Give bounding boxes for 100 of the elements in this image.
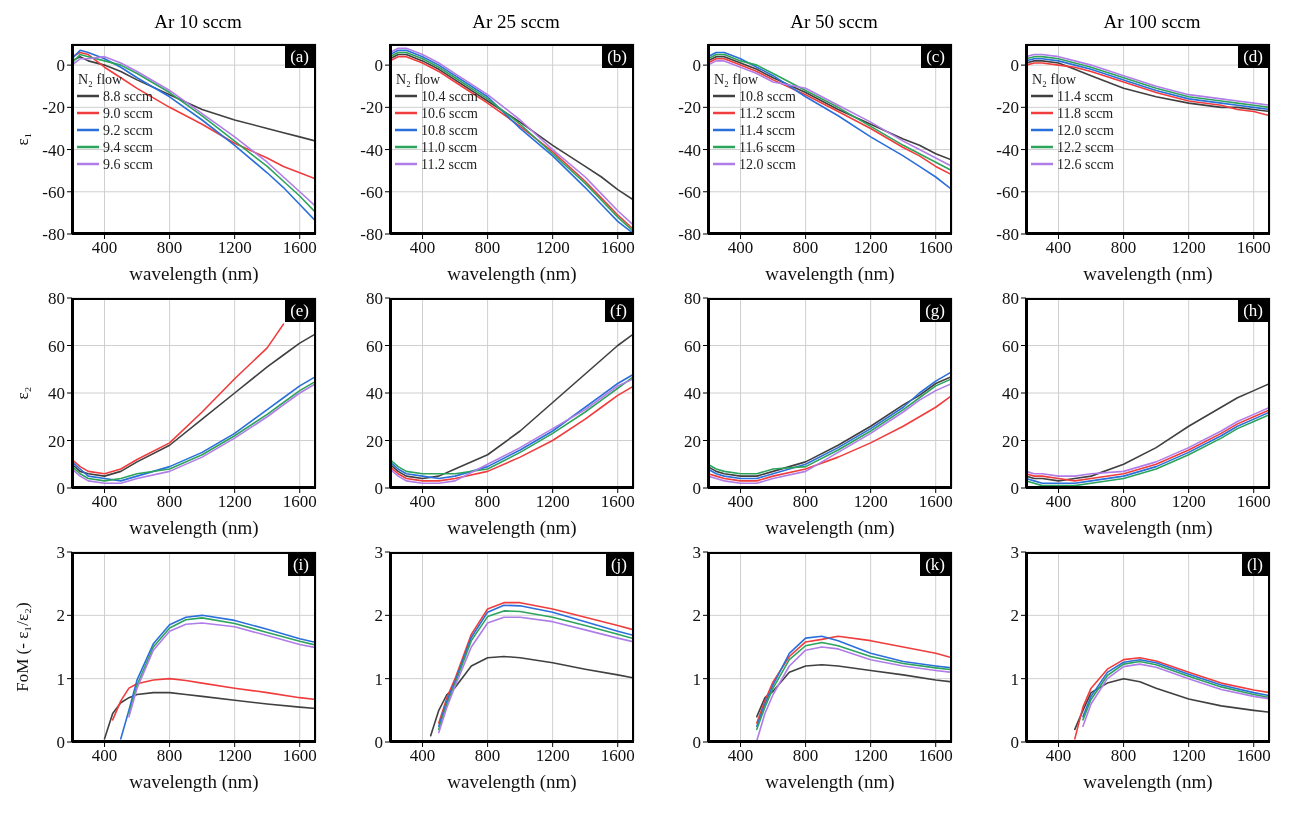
- x-axis-title: wavelength (nm): [1083, 517, 1213, 539]
- legend-label: 11.4 sccm: [1057, 87, 1114, 105]
- x-tick-label: 1200: [217, 492, 252, 512]
- y-tick-label: 0: [56, 479, 65, 499]
- x-axis-title: wavelength (nm): [447, 517, 577, 539]
- y-tick-label: -80: [996, 225, 1019, 245]
- x-tick-label: 1200: [217, 746, 252, 766]
- y-tick-label: -40: [360, 140, 383, 160]
- line-series: [429, 655, 634, 737]
- y-tick-label: 1: [56, 669, 65, 689]
- line-series: [390, 332, 634, 480]
- y-tick-label: 2: [1010, 606, 1019, 626]
- annotation: (d): [1238, 46, 1268, 68]
- y-tick-label: 1: [1010, 669, 1019, 689]
- y-tick-label: -20: [678, 98, 701, 118]
- legend-label: 12.0 sccm: [739, 155, 796, 173]
- x-axis-title: wavelength (nm): [447, 263, 577, 285]
- legend-label: 12.6 sccm: [1057, 155, 1114, 173]
- y-tick-label: 0: [374, 56, 383, 76]
- line-series: [72, 323, 285, 475]
- y-tick-label: 60: [366, 336, 383, 356]
- y-axis-title: ε₁: [13, 132, 33, 146]
- y-tick-label: -60: [996, 182, 1019, 202]
- x-axis-title: wavelength (nm): [765, 517, 895, 539]
- y-tick-label: -60: [360, 182, 383, 202]
- x-axis-title: wavelength (nm): [1083, 263, 1213, 285]
- x-axis-title: wavelength (nm): [765, 771, 895, 793]
- y-tick-label: -60: [42, 182, 65, 202]
- y-tick-label: 3: [692, 543, 701, 563]
- x-axis-title: wavelength (nm): [129, 517, 259, 539]
- x-tick-label: 1600: [600, 746, 635, 766]
- line-series: [120, 614, 316, 740]
- annotation: (b): [602, 46, 632, 68]
- x-tick-label: 1200: [217, 238, 252, 258]
- x-tick-label: 800: [1110, 746, 1137, 766]
- annotation: (i): [287, 554, 314, 576]
- line-series: [103, 691, 316, 740]
- y-tick-label: 40: [1002, 384, 1019, 404]
- annotation: (a): [285, 46, 314, 68]
- x-tick-label: 1200: [1171, 492, 1206, 512]
- y-tick-label: -20: [996, 98, 1019, 118]
- line-series: [72, 51, 316, 180]
- y-tick-label: 0: [56, 733, 65, 753]
- legend-label: 11.4 sccm: [739, 121, 796, 139]
- x-tick-label: 1600: [1236, 238, 1271, 258]
- x-axis-title: wavelength (nm): [129, 263, 259, 285]
- x-tick-label: 1200: [1171, 238, 1206, 258]
- y-tick-label: 20: [1002, 431, 1019, 451]
- y-tick-label: 2: [374, 606, 383, 626]
- legend-label: 10.8 sccm: [739, 87, 796, 105]
- annotation: (e): [285, 300, 314, 322]
- legend-label: 12.0 sccm: [1057, 121, 1114, 139]
- y-tick-label: 80: [48, 289, 65, 309]
- legend-label: 11.2 sccm: [739, 104, 796, 122]
- x-axis-title: wavelength (nm): [447, 771, 577, 793]
- x-tick-label: 800: [156, 746, 183, 766]
- annotation: (j): [605, 554, 632, 576]
- line-series: [1074, 656, 1270, 740]
- x-tick-label: 1200: [535, 746, 570, 766]
- y-tick-label: 0: [1010, 733, 1019, 753]
- x-tick-label: 400: [409, 238, 436, 258]
- y-tick-label: 60: [684, 336, 701, 356]
- y-axis-title: FoM (- ε₁/ε₂): [13, 602, 33, 692]
- x-tick-label: 800: [1110, 238, 1137, 258]
- legend-label: 12.2 sccm: [1057, 138, 1114, 156]
- x-tick-label: 1200: [853, 492, 888, 512]
- legend-label: 11.2 sccm: [421, 155, 478, 173]
- legend-label: 9.0 sccm: [103, 104, 153, 122]
- y-tick-label: 20: [366, 431, 383, 451]
- annotation: (f): [605, 300, 632, 322]
- line-series: [756, 646, 952, 742]
- x-tick-label: 800: [792, 746, 819, 766]
- y-tick-label: 80: [366, 289, 383, 309]
- chart-title: Ar 50 sccm: [789, 10, 879, 34]
- y-tick-label: 0: [56, 56, 65, 76]
- x-tick-label: 400: [91, 746, 118, 766]
- chart-title: Ar 100 sccm: [1102, 10, 1202, 34]
- x-tick-label: 800: [156, 492, 183, 512]
- x-tick-label: 400: [91, 238, 118, 258]
- x-tick-label: 400: [409, 492, 436, 512]
- x-tick-label: 800: [792, 238, 819, 258]
- y-tick-label: 0: [692, 56, 701, 76]
- y-tick-label: 3: [374, 543, 383, 563]
- x-tick-label: 800: [474, 746, 501, 766]
- x-tick-label: 1200: [1171, 746, 1206, 766]
- annotation: (k): [920, 554, 950, 576]
- y-tick-label: 40: [684, 384, 701, 404]
- y-tick-label: 2: [692, 606, 701, 626]
- y-tick-label: 1: [692, 669, 701, 689]
- legend-label: 10.4 sccm: [421, 87, 478, 105]
- x-tick-label: 1600: [282, 492, 317, 512]
- x-tick-label: 400: [727, 238, 754, 258]
- annotation: (c): [921, 46, 950, 68]
- x-tick-label: 1600: [1236, 746, 1271, 766]
- chart-title: Ar 10 sccm: [153, 10, 243, 34]
- chart-title: Ar 25 sccm: [471, 10, 561, 34]
- y-tick-label: 0: [1010, 479, 1019, 499]
- annotation: (l): [1241, 554, 1268, 576]
- y-tick-label: -80: [360, 225, 383, 245]
- legend-label: 8.8 sccm: [103, 87, 153, 105]
